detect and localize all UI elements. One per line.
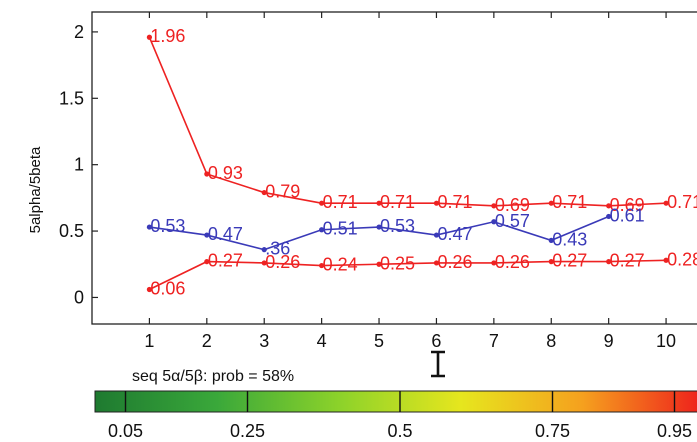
data-point (146, 34, 153, 40)
data-point (261, 189, 267, 196)
series-line-2 (149, 259, 667, 291)
data-point (491, 260, 497, 266)
data-label: 0.71 (380, 192, 415, 212)
data-point (376, 200, 382, 206)
data-label: 0.53 (380, 216, 415, 236)
x-tick-label: 4 (317, 331, 327, 351)
x-tick-label: 9 (604, 331, 614, 351)
y-tick-label: 2 (74, 22, 84, 42)
colorbar-tick-label: 0.75 (535, 421, 570, 441)
series-line-0 (148, 36, 667, 207)
data-label: 0.71 (437, 192, 472, 212)
data-point (663, 200, 669, 206)
data-label: 0.51 (323, 219, 358, 239)
data-label: 0.26 (495, 252, 530, 272)
data-point (433, 200, 440, 206)
data-point (606, 203, 612, 209)
data-label: 0.27 (208, 251, 243, 271)
data-point (548, 200, 554, 206)
data-point (663, 257, 669, 263)
y-axis-label: 5alpha/5beta (27, 146, 44, 233)
data-point (204, 259, 210, 265)
data-point (548, 237, 554, 243)
y-tick-label: 1.5 (59, 88, 84, 108)
data-label: 0.06 (150, 278, 185, 298)
data-label: 0.43 (552, 229, 587, 249)
data-point (606, 213, 612, 220)
data-point (433, 232, 440, 238)
data-point (433, 260, 440, 266)
probability-annotation: seq 5α/5β: prob = 58% (132, 368, 294, 385)
data-label: 1.96 (150, 26, 185, 46)
cursor-ibeam-icon (431, 350, 445, 378)
data-point (491, 219, 497, 225)
plot-frame (91, 11, 697, 325)
data-point (548, 259, 554, 265)
data-label: 0.26 (265, 252, 300, 272)
x-tick-label: 8 (546, 331, 556, 351)
colorbar-tick-label: 0.5 (387, 421, 412, 441)
data-point (146, 286, 153, 293)
data-label: 0.25 (380, 253, 415, 273)
data-label: 0.26 (437, 252, 472, 272)
y-tick-label: 1 (74, 155, 84, 175)
data-point (146, 224, 153, 230)
data-label: 0.69 (610, 195, 645, 215)
data-point (204, 171, 210, 177)
x-tick-label: 2 (202, 331, 212, 351)
data-label: 0.71 (667, 192, 697, 212)
x-tick-label: 10 (656, 331, 676, 351)
data-label: 0.27 (552, 251, 587, 271)
colorbar-tick-label: 0.25 (230, 421, 265, 441)
data-label: 0.27 (610, 251, 645, 271)
data-label: 0.61 (610, 205, 645, 225)
data-label: 0.53 (150, 216, 185, 236)
data-label: 0.71 (323, 192, 358, 212)
x-tick-label: 1 (144, 331, 154, 351)
data-label: .36 (265, 239, 290, 259)
x-tick-label: 7 (489, 331, 499, 351)
x-tick-label: 3 (259, 331, 269, 351)
data-label: 0.47 (208, 224, 243, 244)
data-point (319, 200, 325, 206)
data-point (261, 247, 267, 253)
data-label: 0.57 (495, 211, 530, 231)
x-tick-label: 6 (431, 331, 441, 351)
data-point (204, 232, 210, 238)
data-label: 0.71 (552, 192, 587, 212)
data-point (319, 262, 325, 269)
y-tick-label: 0 (74, 287, 84, 307)
colorbar-tick-label: 0.05 (108, 421, 143, 441)
data-point (376, 224, 382, 230)
colorbar (94, 390, 697, 413)
data-point (376, 261, 382, 267)
data-label: 0.28 (667, 249, 697, 269)
data-label: 0.24 (323, 255, 358, 275)
data-label: 0.93 (208, 163, 243, 183)
data-point (261, 260, 267, 266)
x-tick-label: 5 (374, 331, 384, 351)
y-tick-label: 0.5 (59, 221, 84, 241)
data-point (491, 203, 497, 209)
data-point (319, 227, 325, 233)
data-label: 0.79 (265, 182, 300, 202)
colorbar-tick-label: 0.95 (657, 421, 692, 441)
data-label: 0.69 (495, 195, 530, 215)
data-label: 0.47 (437, 224, 472, 244)
data-point (606, 259, 612, 265)
